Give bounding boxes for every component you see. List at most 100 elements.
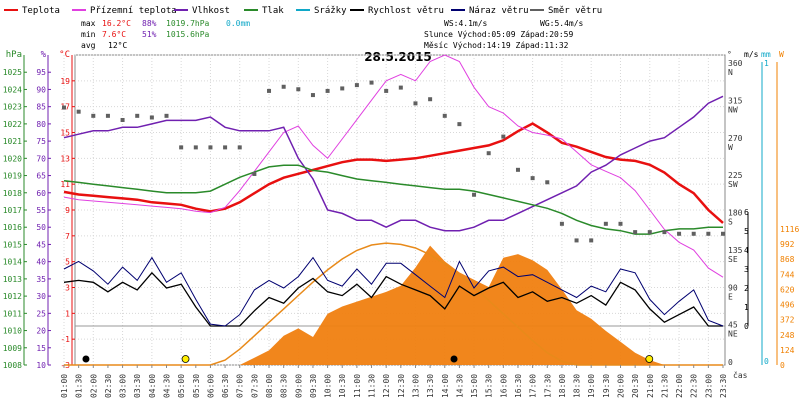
x-tick-label: 06:00	[206, 374, 215, 398]
tick-label: 1012	[3, 292, 22, 301]
stat-max-press: 1019.7hPa	[166, 19, 210, 28]
wind-direction-point	[252, 171, 257, 176]
w-tick-label: 124	[780, 346, 795, 355]
dir-tick-label: 360	[728, 59, 743, 68]
wind-direction-point	[340, 86, 345, 91]
series-line	[63, 164, 723, 235]
tick-label: 11	[60, 180, 70, 189]
wind-direction-point	[677, 231, 682, 236]
x-tick-label: 16:00	[499, 374, 508, 398]
tick-label: 1022	[3, 120, 22, 129]
tick-label: 65	[36, 172, 46, 181]
tick-label: 95	[36, 68, 46, 77]
ms-tick-label: 0	[744, 322, 749, 331]
mm-axis-label: mm	[761, 50, 771, 59]
stat-ws: WS:4.1m/s	[444, 19, 488, 28]
stat-min-hum: 51%	[142, 30, 157, 39]
x-tick-label: 10:00	[324, 374, 333, 398]
wind-direction-point	[428, 97, 433, 102]
tick-label: 1	[65, 309, 70, 318]
x-tick-label: 16:30	[514, 374, 523, 398]
tick-label: -1	[60, 335, 70, 344]
tick-label: 1013	[3, 275, 22, 284]
x-tick-label: 15:00	[470, 374, 479, 398]
tick-label: 1018	[3, 189, 22, 198]
dir-tick-label: 270	[728, 134, 743, 143]
legend-item: Náraz větru	[469, 6, 529, 16]
wind-direction-point	[179, 145, 184, 150]
x-tick-label: 08:30	[280, 374, 289, 398]
series-line	[63, 54, 724, 278]
tick-label: 30	[36, 292, 46, 301]
wind-direction-point	[472, 192, 477, 197]
dir-tick-label: 135	[728, 246, 743, 255]
wind-direction-point	[647, 230, 652, 235]
chart-title: 28.5.2015	[364, 50, 432, 64]
tick-label: 5	[65, 258, 70, 267]
stat-min-label: min	[81, 30, 96, 39]
legend-item: Rychlost větru	[368, 6, 444, 16]
solar-radiation-area	[64, 245, 723, 365]
w-tick-label: 1116	[780, 225, 799, 234]
x-tick-label: 03:30	[133, 374, 142, 398]
wind-direction-point	[618, 221, 623, 226]
tick-label: 20	[36, 327, 46, 336]
tick-label: 13	[60, 154, 70, 163]
dir-tick-label: NW	[728, 105, 738, 114]
tick-label: 1009	[3, 344, 22, 353]
stat-avg-label: avg	[81, 41, 96, 50]
tick-label: 1019	[3, 172, 22, 181]
dir-tick-label: 315	[728, 96, 743, 105]
sun-marker	[645, 355, 654, 363]
legend-item: Směr větru	[548, 6, 602, 16]
degc-axis-label: °C	[59, 50, 70, 60]
wind-direction-point	[545, 180, 550, 185]
x-tick-label: 12:30	[397, 374, 406, 398]
w-axis-label: W	[779, 50, 784, 59]
wind-direction-point	[457, 122, 462, 127]
wind-direction-point	[633, 230, 638, 235]
mm-tick-label: 1	[764, 59, 769, 68]
dir-tick-label: 45	[728, 321, 738, 330]
tick-label: 1016	[3, 223, 22, 232]
ms-tick-label: 6	[744, 208, 749, 217]
wind-direction-point	[559, 221, 564, 226]
wind-direction-point	[691, 231, 696, 236]
x-tick-label: 03:00	[119, 374, 128, 398]
w-tick-label: 620	[780, 285, 795, 294]
tick-label: 85	[36, 103, 46, 112]
tick-label: 45	[36, 240, 46, 249]
x-tick-label: 17:00	[529, 374, 538, 398]
tick-label: 1015	[3, 240, 22, 249]
wind-direction-point	[223, 145, 228, 150]
tick-label: 19	[60, 77, 70, 86]
wind-direction-point	[515, 167, 520, 172]
dir-tick-label: 180	[728, 209, 743, 218]
x-tick-label: 22:00	[675, 374, 684, 398]
ms-tick-label: 1	[744, 303, 749, 312]
stat-wg: WG:5.4m/s	[540, 19, 584, 28]
x-tick-label: 09:00	[294, 374, 303, 398]
dir-tick-label: SW	[728, 180, 738, 189]
dir-tick-label: SE	[728, 255, 738, 264]
x-tick-label: 19:30	[602, 374, 611, 398]
x-tick-label: 21:00	[646, 374, 655, 398]
wind-direction-point	[237, 145, 242, 150]
wind-direction-point	[281, 84, 286, 89]
tick-label: 35	[36, 275, 46, 284]
wind-direction-point	[310, 93, 315, 98]
x-tick-label: 19:00	[587, 374, 596, 398]
x-tick-label: 11:30	[368, 374, 377, 398]
x-tick-label: 15:30	[485, 374, 494, 398]
wind-direction-point	[296, 87, 301, 92]
x-axis: 01:00 01:30 02:00 02:30 03:00 03:30 04:00 04:30…	[60, 365, 748, 398]
x-tick-label: 18:00	[558, 374, 567, 398]
stat-min-temp: 7.6°C	[102, 30, 126, 39]
wind-direction-point	[486, 151, 491, 156]
x-tick-label: 13:30	[426, 374, 435, 398]
dir-tick-label: W	[728, 143, 733, 152]
x-tick-label: 04:30	[163, 374, 172, 398]
wind-direction-point	[442, 113, 447, 118]
wind-direction-point	[62, 105, 66, 110]
clear-sky-curve	[64, 242, 723, 366]
